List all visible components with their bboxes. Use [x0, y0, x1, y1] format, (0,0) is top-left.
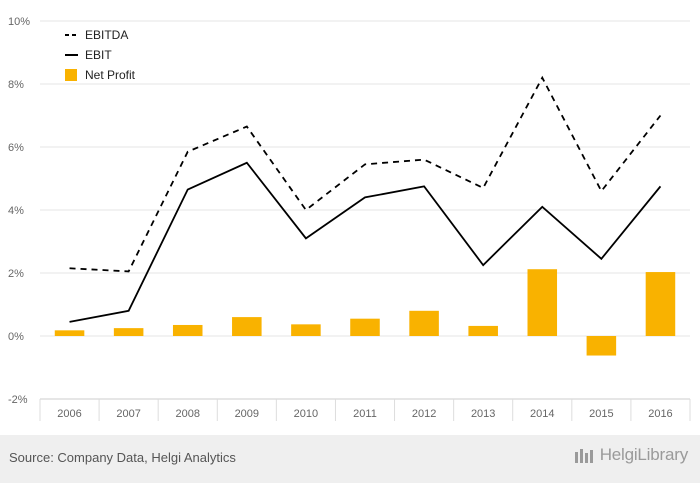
net-profit-bar — [468, 325, 498, 336]
library-icon — [574, 449, 593, 463]
net-profit-bar — [232, 317, 262, 336]
x-tick-label: 2007 — [116, 408, 140, 420]
x-tick-label: 2006 — [57, 408, 81, 420]
net-profit-bar — [645, 272, 676, 336]
brand-name: HelgiLibrary — [599, 445, 689, 464]
ebit-line — [69, 161, 662, 323]
x-tick-label: 2016 — [648, 408, 672, 420]
ebitda-line — [69, 75, 662, 273]
helgi-library-logo[interactable]: HelgiLibrary — [574, 445, 688, 465]
x-tick-label: 2009 — [235, 408, 259, 420]
x-tick-label: 2011 — [353, 408, 377, 420]
net-profit-bar — [113, 328, 144, 336]
legend-label: EBITDA — [85, 28, 128, 42]
legend: EBITDA EBIT Net Profit — [65, 28, 136, 82]
net-profit-bar — [409, 310, 439, 336]
x-axis: 2006 2007 2008 2009 2010 2011 2012 2013 2014 2015… — [39, 398, 691, 421]
legend-label: Net Profit — [85, 68, 136, 82]
x-tick-label: 2010 — [294, 408, 318, 420]
x-tick-label: 2013 — [471, 408, 495, 420]
x-tick-label: 2014 — [530, 408, 554, 420]
y-tick-label: 6% — [8, 142, 24, 154]
x-tick-label: 2012 — [412, 408, 436, 420]
source-note: Source: Company Data, Helgi Analytics — [9, 450, 236, 465]
net-profit-bar — [291, 324, 321, 336]
net-profit-bar — [527, 269, 558, 336]
y-tick-label: 8% — [8, 79, 24, 91]
net-profit-bar — [586, 336, 617, 356]
y-tick-label: 10% — [8, 16, 30, 28]
line-series — [69, 75, 662, 323]
y-tick-label: -2% — [8, 394, 28, 406]
net-profit-bar — [350, 318, 380, 336]
y-axis: -2% 0% 2% 4% 6% 8% 10% — [8, 16, 30, 406]
legend-swatch — [65, 69, 77, 81]
y-tick-label: 0% — [8, 331, 24, 343]
y-tick-label: 4% — [8, 205, 24, 217]
net-profit-bars — [54, 269, 676, 356]
legend-label: EBIT — [85, 48, 112, 62]
x-tick-label: 2008 — [175, 408, 199, 420]
chart: -2% 0% 2% 4% 6% 8% 10% 2006 2007 2008 2009 2010 201… — [8, 16, 691, 421]
net-profit-bar — [54, 330, 85, 336]
footer: Source: Company Data, Helgi Analytics He… — [0, 435, 700, 483]
net-profit-bar — [172, 324, 203, 336]
y-tick-label: 2% — [8, 268, 24, 280]
x-tick-label: 2015 — [589, 408, 613, 420]
grid-lines — [40, 20, 690, 400]
